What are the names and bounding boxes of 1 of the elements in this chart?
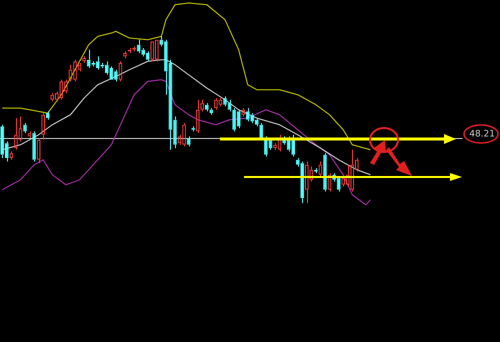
annotation: 48.21 — [469, 129, 495, 140]
